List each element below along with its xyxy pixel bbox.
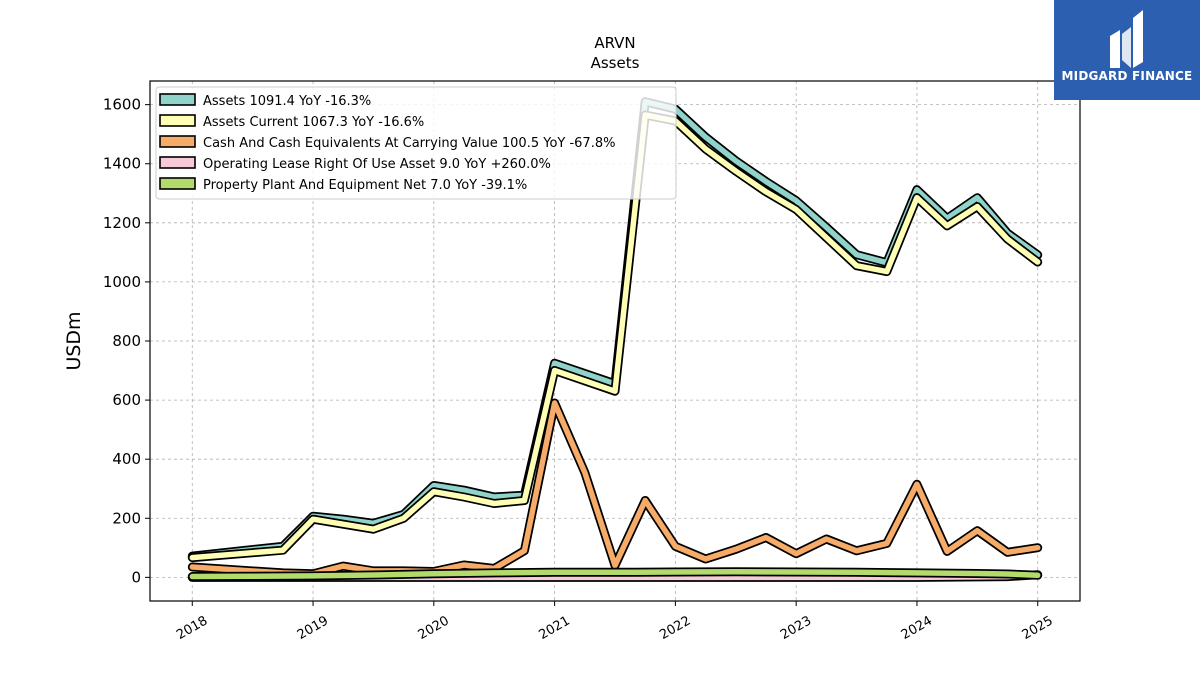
series-line [189,569,1041,580]
midgard-finance-logo: MIDGARD FINANCE [1054,0,1200,100]
y-tick-label: 1600 [103,96,141,114]
legend-entry: Assets 1091.4 YoY -16.3% [203,94,371,109]
legend-swatch [159,156,196,169]
legend-swatch [159,93,196,106]
legend-entry: Operating Lease Right Of Use Asset 9.0 Y… [203,157,551,172]
x-tick-label: 2019 [295,613,331,643]
y-tick-label: 1000 [103,273,141,291]
y-axis-label: USDm [63,311,85,370]
x-tick-label: 2023 [778,613,814,643]
chart-title: ARVN [594,34,635,52]
legend-entry: Assets Current 1067.3 YoY -16.6% [203,115,424,130]
y-tick-label: 1400 [103,155,141,173]
x-tick-label: 2025 [1020,613,1056,643]
y-tick-label: 600 [112,391,141,409]
series-2 [187,398,1043,579]
legend: Assets 1091.4 YoY -16.3% Assets Current 1… [155,86,677,200]
series-4 [187,567,1043,581]
series-line-outline [187,398,1043,579]
x-tick-label: 2020 [416,613,452,643]
legend-swatch [159,135,196,148]
midgard-m-logo-icon [1110,10,1143,68]
legend-swatch [159,114,196,127]
legend-entry: Property Plant And Equipment Net 7.0 YoY… [203,178,527,193]
legend-box [155,86,677,200]
legend-swatch [159,177,196,190]
x-tick-label: 2018 [174,613,210,643]
y-tick-label: 200 [112,509,141,527]
y-tick-label: 0 [131,568,141,586]
y-tick-label: 400 [112,450,141,468]
legend-entry: Cash And Cash Equivalents At Carrying Va… [203,136,615,151]
logo-text: MIDGARD FINANCE [1061,69,1193,83]
x-tick-label: 2022 [657,613,693,643]
y-tick-label: 800 [112,332,141,350]
x-tick-label: 2021 [536,613,572,643]
chart-subtitle: Assets [591,54,640,72]
y-tick-label: 1200 [103,214,141,232]
x-tick-label: 2024 [899,613,935,643]
